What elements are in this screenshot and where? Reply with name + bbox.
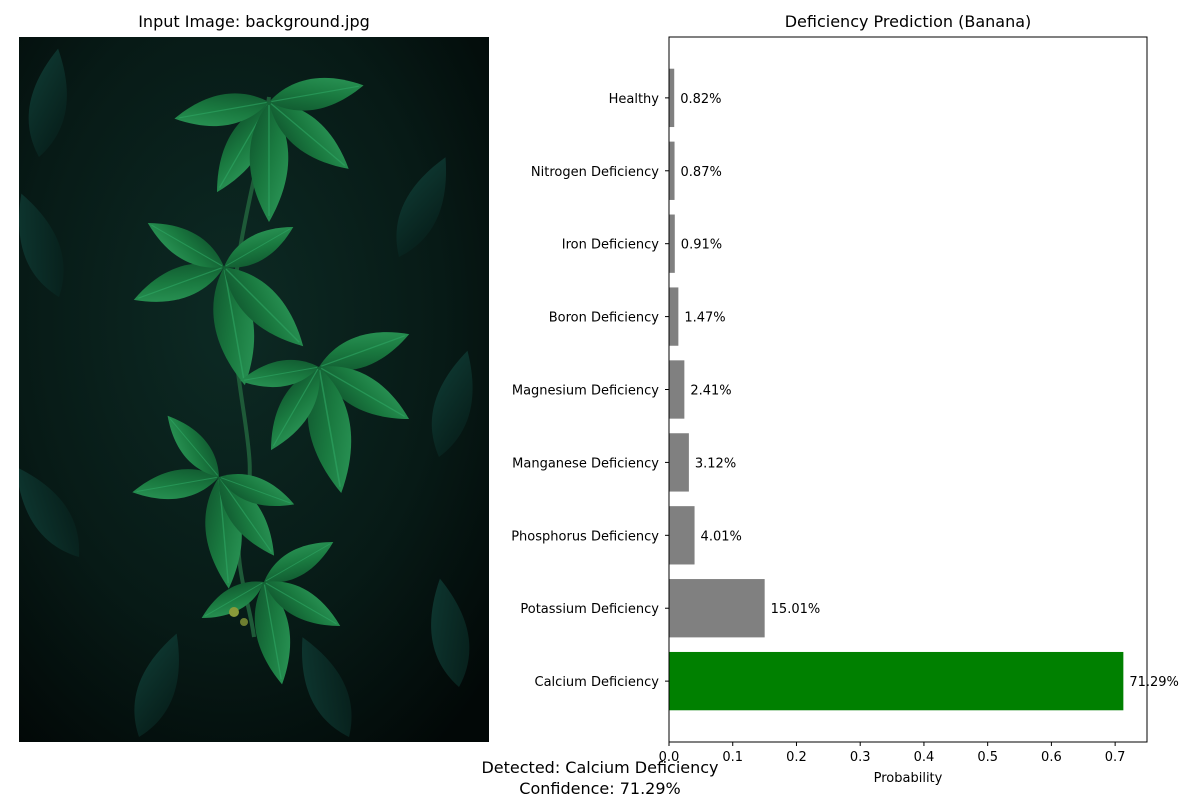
bar-value-label-8: 0.82% [680, 92, 721, 107]
x-tick-label-1: 0.1 [722, 750, 743, 765]
confidence-label: Confidence: 71.29% [519, 779, 681, 798]
y-tick-label-1: Potassium Deficiency [520, 602, 659, 617]
bar-7 [669, 141, 675, 200]
y-tick-label-5: Boron Deficiency [549, 311, 660, 326]
input-leaf-photo [19, 37, 489, 742]
y-tick-label-6: Iron Deficiency [562, 238, 660, 253]
detected-label: Detected: Calcium Deficiency [481, 758, 719, 777]
bar-0 [669, 651, 1124, 711]
bar-4 [669, 360, 685, 419]
bar-value-label-2: 4.01% [701, 529, 742, 544]
plot-frame [668, 36, 1148, 743]
bar-1 [669, 579, 765, 638]
bar-5 [669, 287, 679, 346]
input-image-title: Input Image: background.jpg [138, 12, 370, 31]
bar-value-label-4: 2.41% [690, 384, 731, 399]
y-tick-label-2: Phosphorus Deficiency [511, 529, 659, 544]
x-tick-label-7: 0.7 [1105, 750, 1126, 765]
bar-6 [669, 214, 675, 273]
bar-3 [669, 433, 689, 492]
x-tick-label-5: 0.5 [977, 750, 998, 765]
x-tick-label-4: 0.4 [914, 750, 935, 765]
x-axis-label: Probability [874, 771, 943, 786]
bar-value-label-1: 15.01% [771, 602, 821, 617]
chart-title: Deficiency Prediction (Banana) [784, 12, 1032, 31]
x-tick-label-2: 0.2 [786, 750, 807, 765]
bar-value-label-5: 1.47% [684, 311, 725, 326]
bar-value-label-7: 0.87% [681, 165, 722, 180]
bar-2 [669, 506, 695, 565]
x-tick-label-3: 0.3 [850, 750, 871, 765]
bar-value-label-6: 0.91% [681, 238, 722, 253]
bar-value-label-3: 3.12% [695, 456, 736, 471]
y-tick-label-8: Healthy [609, 92, 660, 107]
bar-value-label-0: 71.29% [1129, 675, 1179, 690]
x-tick-label-0: 0.0 [659, 750, 680, 765]
y-tick-label-3: Manganese Deficiency [512, 456, 659, 471]
y-tick-label-4: Magnesium Deficiency [512, 384, 659, 399]
bar-8 [669, 68, 675, 128]
y-tick-label-7: Nitrogen Deficiency [531, 165, 659, 180]
x-tick-label-6: 0.6 [1041, 750, 1062, 765]
y-tick-label-0: Calcium Deficiency [535, 675, 660, 690]
